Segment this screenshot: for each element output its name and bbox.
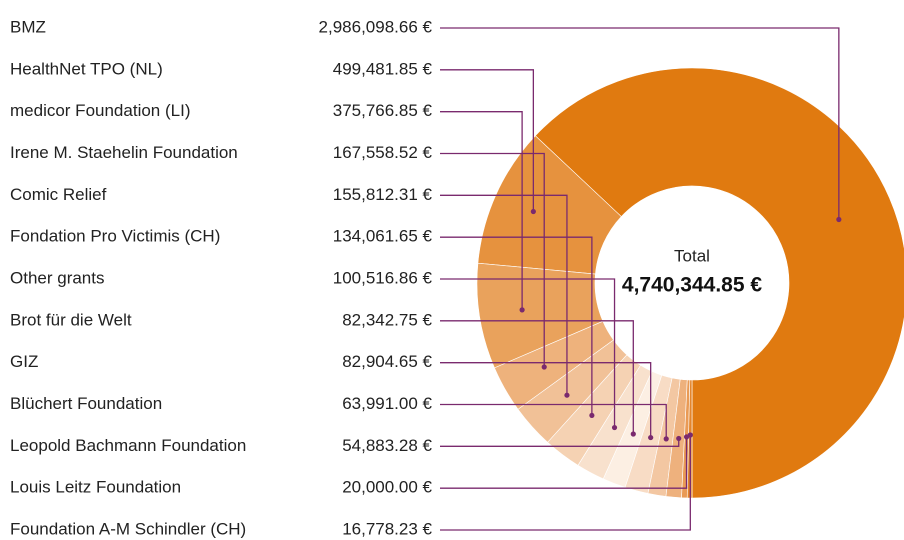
leader-line [440,69,535,212]
value-label: 155,812.31 € [333,185,433,204]
leader-dot [564,392,570,398]
value-label: 82,342.75 € [342,310,432,329]
leader-dot [663,436,669,442]
value-label: 20,000.00 € [342,478,432,497]
leader-dot [630,431,636,437]
leader-dot [836,216,842,223]
value-label: 54,883.28 € [342,436,432,455]
category-label: GIZ [10,352,38,371]
center-value: 4,740,344.85 € [622,274,762,297]
category-label: Foundation A-M Schindler (CH) [10,519,246,538]
leader-dot [611,424,618,431]
category-label: Brot für die Welt [10,310,132,329]
leader-lines [440,27,842,531]
category-label: medicor Foundation (LI) [10,101,190,120]
category-label: Blüchert Foundation [10,394,162,413]
center-title: Total [674,246,710,265]
category-label: BMZ [10,17,46,36]
leader-line [440,362,652,438]
category-label: HealthNet TPO (NL) [10,59,163,78]
leader-dot [541,364,547,370]
leader-dot [589,412,595,419]
leader-line [440,434,691,531]
category-label: Fondation Pro Victimis (CH) [10,227,220,246]
donut [476,67,904,499]
leader-dot [687,432,693,438]
value-label: 499,481.85 € [333,59,433,78]
value-label: 63,991.00 € [342,394,432,413]
slice [534,67,904,499]
category-label: Comic Relief [10,185,107,204]
category-label: Other grants [10,268,105,287]
leader-line [440,194,568,396]
leader-line [440,27,840,220]
value-label: 16,778.23 € [342,519,432,538]
leader-dot [519,307,525,313]
leader-dot [530,208,536,215]
leader-line [440,278,616,428]
leader-line [440,320,634,434]
value-label: 82,904.65 € [342,352,432,371]
category-label: Louis Leitz Foundation [10,478,181,497]
leader-line [440,403,667,439]
leader-line [440,236,593,416]
category-label: Irene M. Staehelin Foundation [10,143,238,162]
category-label: Leopold Bachmann Foundation [10,436,246,455]
leader-line [440,111,523,310]
leader-line [440,438,680,447]
value-label: 2,986,098.66 € [319,17,433,36]
leader-dot [648,434,654,441]
leader-dot [676,435,682,442]
value-label: 100,516.86 € [333,268,433,287]
leader-line [440,152,545,368]
value-label: 134,061.65 € [333,227,433,246]
value-label: 375,766.85 € [333,101,433,120]
value-label: 167,558.52 € [333,143,433,162]
leader-line [440,436,688,489]
